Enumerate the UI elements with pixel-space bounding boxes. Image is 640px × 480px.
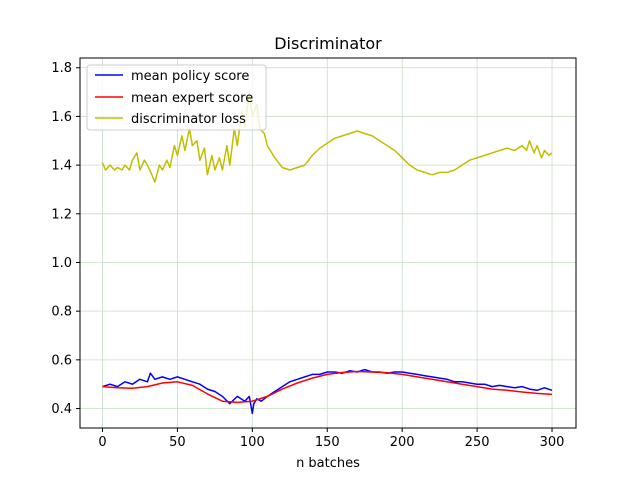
y-tick-label: 1.8 xyxy=(51,61,72,76)
plot-frame xyxy=(79,57,577,429)
legend-label-expert: mean expert score xyxy=(131,91,253,106)
y-tick-label: 1.0 xyxy=(51,256,72,271)
y-tick-label: 1.6 xyxy=(51,110,72,125)
x-tick-label: 200 xyxy=(390,435,415,450)
policy-score-line xyxy=(102,368,553,415)
x-tick-label: 50 xyxy=(169,435,186,450)
legend: mean policy score mean expert score disc… xyxy=(86,64,267,131)
y-tick-label: 1.2 xyxy=(51,207,72,222)
x-tick-label: 150 xyxy=(315,435,340,450)
legend-label-policy: mean policy score xyxy=(131,69,249,84)
discriminator-loss-line xyxy=(101,91,553,183)
x-tick-label: 250 xyxy=(465,435,490,450)
axis-ticks: 0 50 100 150 200 250 300 0.4 0.6 0.8 1.0 1.2 1.4 1.6 1… xyxy=(51,61,564,450)
chart-title: Discriminator xyxy=(274,34,382,53)
x-tick-label: 300 xyxy=(540,435,565,450)
x-axis-label: n batches xyxy=(296,456,360,471)
y-tick-label: 0.4 xyxy=(51,402,72,417)
series-layer xyxy=(101,91,553,415)
expert-score-line xyxy=(102,370,553,404)
x-tick-label: 100 xyxy=(240,435,265,450)
y-tick-label: 0.6 xyxy=(51,353,72,368)
y-tick-label: 1.4 xyxy=(51,159,72,174)
y-tick-label: 0.8 xyxy=(51,305,72,320)
legend-box xyxy=(86,64,267,131)
legend-label-loss: discriminator loss xyxy=(131,112,246,127)
x-tick-label: 0 xyxy=(98,435,106,450)
